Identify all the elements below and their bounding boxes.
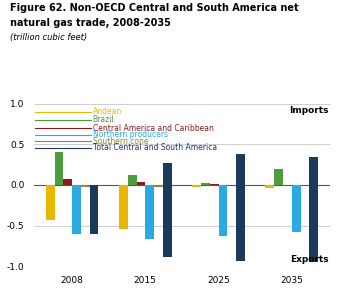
Bar (136, 182, 145, 185)
Text: Southern cone: Southern cone (92, 136, 148, 146)
Text: Imports: Imports (289, 106, 328, 115)
Bar (72, 185, 81, 234)
Text: Brazil: Brazil (92, 115, 114, 124)
Bar (163, 185, 172, 258)
Bar (236, 154, 245, 185)
Text: Total Central and South America: Total Central and South America (92, 143, 217, 152)
Bar (236, 185, 245, 261)
Bar (274, 169, 283, 185)
Bar (163, 163, 172, 185)
Bar (90, 185, 99, 234)
Bar (210, 184, 219, 185)
Text: (trillion cubic feet): (trillion cubic feet) (10, 33, 87, 41)
Bar (309, 157, 318, 185)
Bar (154, 185, 163, 187)
Text: natural gas trade, 2008-2035: natural gas trade, 2008-2035 (10, 18, 171, 28)
Bar (119, 185, 128, 229)
Bar (145, 185, 154, 239)
Bar (201, 183, 210, 185)
Text: Andean: Andean (92, 107, 122, 116)
Bar (219, 185, 227, 236)
Bar (54, 152, 63, 185)
Text: Central America and Caribbean: Central America and Caribbean (92, 123, 214, 133)
Text: Exports: Exports (290, 255, 328, 264)
Bar (265, 185, 274, 188)
Bar (128, 175, 136, 185)
Bar (81, 185, 90, 187)
Bar (63, 179, 72, 185)
Bar (192, 185, 201, 187)
Bar (46, 185, 54, 220)
Text: Northern producers: Northern producers (92, 130, 168, 139)
Text: Figure 62. Non-OECD Central and South America net: Figure 62. Non-OECD Central and South Am… (10, 3, 299, 13)
Bar (292, 185, 301, 232)
Bar (309, 185, 318, 262)
